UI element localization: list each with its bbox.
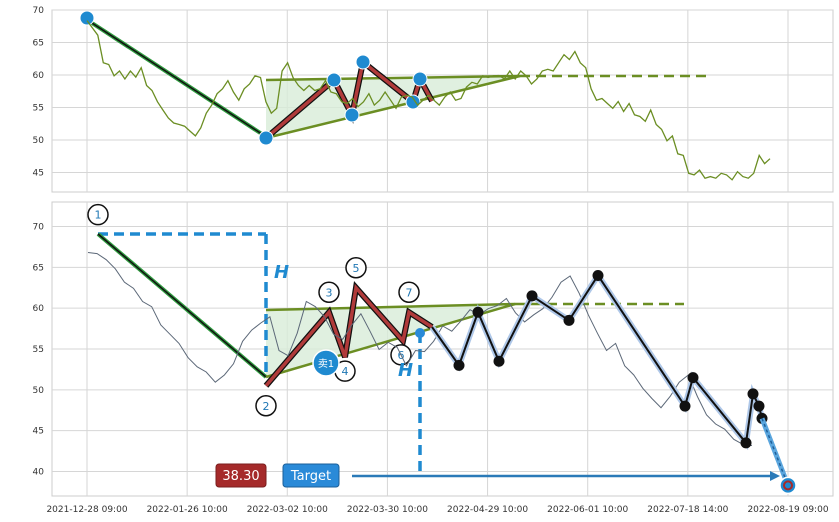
bottom-x-tick-label: 2022-03-02 10:00 — [247, 505, 328, 515]
bottom-x-tick-label: 2022-03-30 10:00 — [347, 505, 428, 515]
bottom-y-tick-label: 70 — [33, 223, 45, 233]
pattern-point-marker — [318, 281, 340, 303]
top-y-tick-label: 45 — [33, 169, 44, 179]
top-y-ticks: 45 50 55 60 65 70 — [33, 6, 45, 179]
height-label-1: H — [274, 262, 289, 283]
pattern-point-label: 2 — [263, 400, 270, 413]
top-pattern-point — [326, 72, 342, 88]
bottom-zigzag-red — [264, 283, 433, 387]
zigzag-point — [679, 400, 691, 412]
zigzag-point — [563, 314, 575, 326]
pattern-point-marker — [345, 257, 367, 279]
top-pattern-point — [412, 71, 428, 87]
zigzag-point — [753, 400, 765, 412]
target-box: Target — [282, 463, 340, 488]
top-pattern-point — [258, 130, 274, 146]
bottom-y-tick-label: 50 — [33, 386, 45, 396]
top-y-tick-label: 50 — [33, 136, 45, 146]
top-pattern-point — [355, 54, 371, 70]
zigzag-point — [687, 372, 699, 384]
top-pattern-overlay — [79, 10, 712, 146]
bottom-y-ticks: 40 45 50 55 60 65 70 — [33, 223, 45, 478]
top-pattern-point — [79, 10, 95, 26]
pattern-point-marker — [398, 281, 420, 303]
bottom-x-tick-label: 2021-12-28 09:00 — [46, 505, 127, 515]
pattern-point-label: 1 — [95, 209, 102, 222]
pattern-point-label: 4 — [342, 365, 349, 378]
target-point — [779, 476, 797, 495]
sell-marker-label: 卖1 — [318, 358, 334, 370]
breakout-point — [415, 328, 425, 338]
pattern-point-label: 3 — [326, 286, 333, 299]
top-pattern-point — [344, 107, 360, 123]
bottom-upper-boundary — [265, 302, 516, 312]
top-trend-core — [86, 19, 267, 138]
top-pattern-point — [405, 94, 421, 110]
pattern-point-label: 7 — [406, 286, 413, 299]
pattern-point-label: 5 — [353, 262, 360, 275]
target-arrow-head — [770, 471, 780, 481]
target-path-halo — [759, 417, 791, 487]
top-price-series — [86, 20, 771, 181]
bottom-x-tick-label: 2022-08-19 09:00 — [747, 505, 828, 515]
top-upper-boundary — [265, 74, 521, 82]
price-box: 38.30 — [215, 463, 267, 488]
bottom-y-tick-label: 40 — [33, 468, 45, 478]
zigzag-point — [493, 355, 505, 367]
bottom-price-series — [87, 252, 753, 446]
zigzag-point — [472, 306, 484, 318]
top-grid — [52, 9, 833, 192]
top-lower-boundary — [265, 74, 521, 140]
bottom-y-tick-label: 55 — [33, 345, 44, 355]
bottom-zigzag — [352, 270, 797, 495]
price-box-label: 38.30 — [222, 469, 259, 484]
top-y-tick-label: 70 — [33, 6, 45, 16]
top-price-line — [86, 20, 771, 181]
top-y-tick-label: 60 — [33, 71, 45, 81]
pattern-point-marker — [255, 395, 277, 417]
bottom-y-tick-label: 45 — [33, 427, 44, 437]
top-y-tick-label: 65 — [33, 39, 44, 49]
bottom-x-tick-label: 2022-01-26 10:00 — [147, 505, 228, 515]
bottom-annotations: H H 卖1 38.30 Target — [215, 262, 413, 488]
zigzag-point — [453, 359, 465, 371]
zigzag-point — [592, 270, 604, 281]
zigzag-point — [740, 437, 752, 449]
bottom-x-tick-label: 2022-06-01 10:00 — [547, 505, 628, 515]
pattern-point-marker — [87, 203, 109, 226]
sell-marker: 卖1 — [312, 349, 340, 377]
bottom-price-line — [87, 252, 753, 446]
bottom-x-tick-label: 2022-07-18 14:00 — [647, 505, 728, 515]
top-y-tick-label: 55 — [33, 104, 44, 114]
target-point-ring — [783, 480, 793, 491]
bottom-x-ticks: 2021-12-28 09:00 2022-01-26 10:00 2022-03-… — [46, 505, 828, 515]
bottom-y-tick-label: 60 — [33, 304, 45, 314]
bottom-y-tick-label: 65 — [33, 263, 44, 273]
target-box-label: Target — [290, 469, 331, 484]
height-label-2: H — [398, 360, 413, 381]
zigzag-point — [747, 388, 759, 400]
zigzag-point — [526, 290, 538, 302]
bottom-x-tick-label: 2022-04-29 10:00 — [447, 505, 528, 515]
